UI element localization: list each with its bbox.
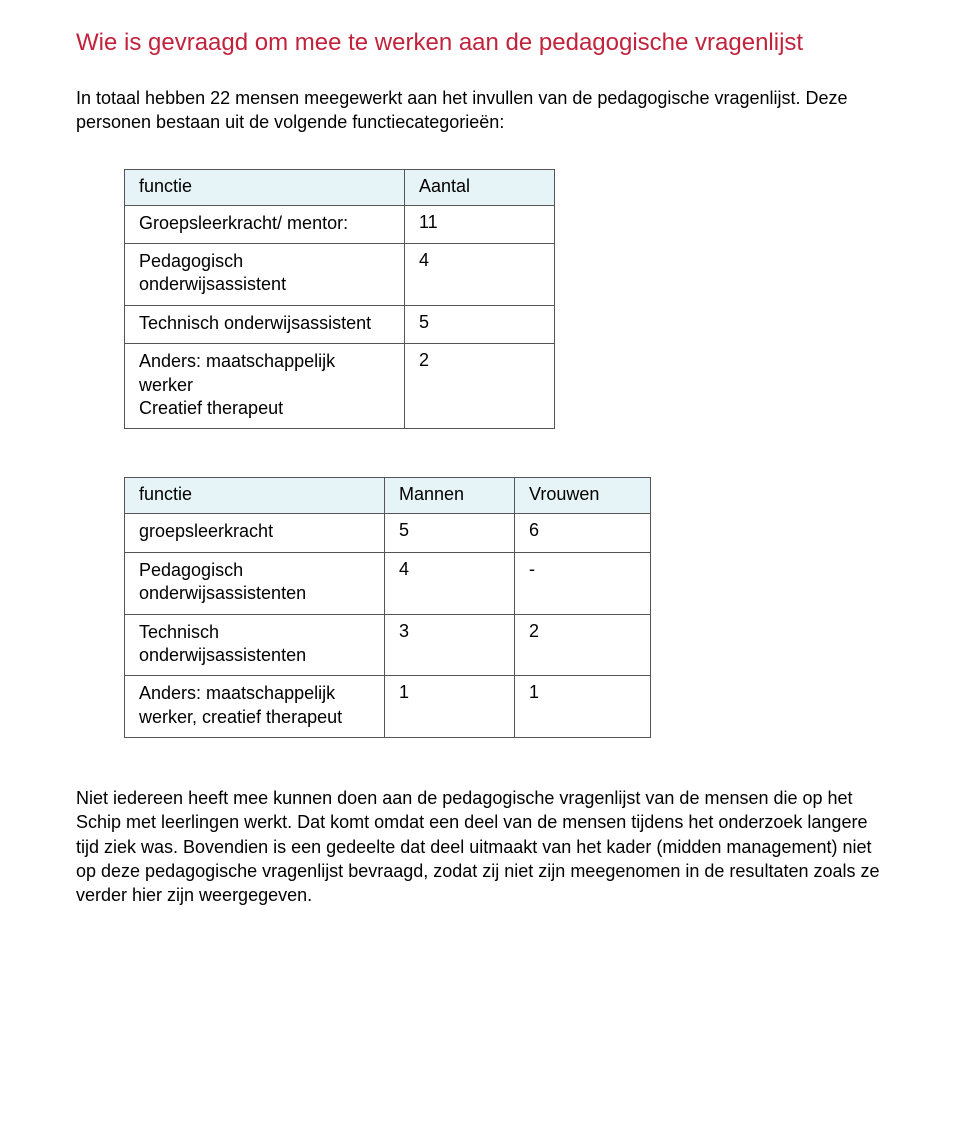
cell-label: Technisch onderwijsassistent: [125, 305, 405, 343]
table-row: Anders: maatschappelijkwerker, creatief …: [125, 676, 651, 738]
functie-geslacht-table: functie Mannen Vrouwen groepsleerkracht …: [124, 477, 651, 738]
cell-vrouwen: 6: [515, 514, 651, 552]
cell-label: Anders: maatschappelijkwerkerCreatief th…: [125, 344, 405, 429]
closing-paragraph: Niet iedereen heeft mee kunnen doen aan …: [76, 786, 884, 907]
cell-vrouwen: 1: [515, 676, 651, 738]
cell-value: 2: [405, 344, 555, 429]
table-row: groepsleerkracht 5 6: [125, 514, 651, 552]
cell-vrouwen: -: [515, 552, 651, 614]
cell-vrouwen: 2: [515, 614, 651, 676]
cell-label: Pedagogischonderwijsassistent: [125, 243, 405, 305]
table-row: Pedagogischonderwijsassistent 4: [125, 243, 555, 305]
page-title: Wie is gevraagd om mee te werken aan de …: [76, 28, 884, 58]
table-row: Technischonderwijsassistenten 3 2: [125, 614, 651, 676]
cell-label: Pedagogischonderwijsassistenten: [125, 552, 385, 614]
table-row: Pedagogischonderwijsassistenten 4 -: [125, 552, 651, 614]
col-functie: functie: [125, 478, 385, 514]
cell-label: Anders: maatschappelijkwerker, creatief …: [125, 676, 385, 738]
page: Wie is gevraagd om mee te werken aan de …: [0, 0, 960, 1127]
table-header-row: functie Aantal: [125, 169, 555, 205]
col-vrouwen: Vrouwen: [515, 478, 651, 514]
cell-label: Technischonderwijsassistenten: [125, 614, 385, 676]
functie-aantal-table: functie Aantal Groepsleerkracht/ mentor:…: [124, 169, 555, 430]
cell-mannen: 4: [385, 552, 515, 614]
col-aantal: Aantal: [405, 169, 555, 205]
cell-mannen: 5: [385, 514, 515, 552]
cell-mannen: 3: [385, 614, 515, 676]
intro-paragraph: In totaal hebben 22 mensen meegewerkt aa…: [76, 86, 884, 135]
table-row: Technisch onderwijsassistent 5: [125, 305, 555, 343]
cell-value: 5: [405, 305, 555, 343]
table-row: Groepsleerkracht/ mentor: 11: [125, 205, 555, 243]
table-row: Anders: maatschappelijkwerkerCreatief th…: [125, 344, 555, 429]
col-functie: functie: [125, 169, 405, 205]
cell-mannen: 1: [385, 676, 515, 738]
cell-label: groepsleerkracht: [125, 514, 385, 552]
col-mannen: Mannen: [385, 478, 515, 514]
cell-label: Groepsleerkracht/ mentor:: [125, 205, 405, 243]
cell-value: 11: [405, 205, 555, 243]
cell-value: 4: [405, 243, 555, 305]
table-header-row: functie Mannen Vrouwen: [125, 478, 651, 514]
